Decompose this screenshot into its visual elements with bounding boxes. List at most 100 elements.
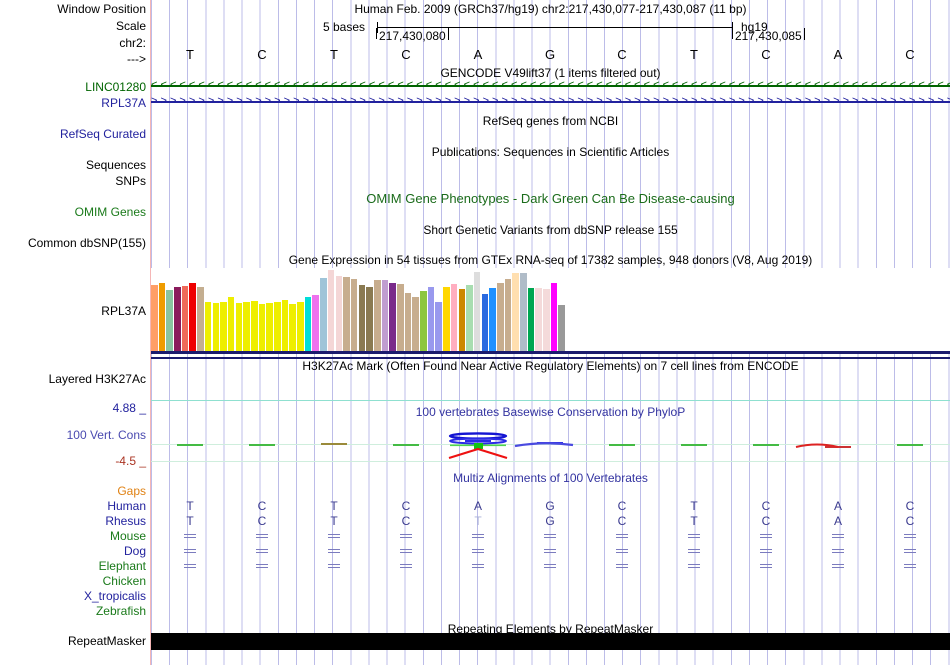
multiz-center-title: Multiz Alignments of 100 Vertebrates bbox=[453, 471, 648, 485]
gene-track-linc01280[interactable]: <<<<<<<<<<<<<<<<<<<<<<<<<<<<<<<<<<<<<<<<… bbox=[151, 80, 950, 91]
gene-label-rpl37a[interactable]: RPL37A bbox=[101, 96, 146, 110]
alignment-base: T bbox=[474, 514, 482, 528]
gtex-bar bbox=[366, 286, 373, 351]
gtex-bar bbox=[404, 292, 412, 351]
alignment-gap-dash bbox=[904, 549, 916, 553]
track-label-layered-h3k27ac[interactable]: Layered H3K27Ac bbox=[48, 372, 146, 386]
gtex-bar bbox=[504, 279, 512, 351]
gtex-bar bbox=[389, 282, 396, 351]
alignment-base: A bbox=[473, 499, 482, 513]
gtex-bar bbox=[373, 280, 381, 351]
label-data-divider bbox=[150, 0, 151, 665]
alignment-gap-dash bbox=[184, 564, 196, 568]
gene-line bbox=[151, 101, 950, 103]
data-panel[interactable]: Human Feb. 2009 (GRCh37/hg19) chr2:217,4… bbox=[151, 0, 950, 665]
gtex-bar bbox=[473, 272, 481, 351]
track-label-common-dbsnp[interactable]: Common dbSNP(155) bbox=[27, 236, 146, 250]
alignment-gap-dash bbox=[616, 549, 628, 553]
gtex-bar bbox=[266, 303, 273, 351]
track-label-repeatmasker[interactable]: RepeatMasker bbox=[67, 634, 146, 648]
scale-bar-line bbox=[377, 27, 733, 28]
species-label-x-tropicalis[interactable]: X_tropicalis bbox=[83, 589, 146, 603]
gtex-bar bbox=[174, 286, 181, 351]
species-label-chicken[interactable]: Chicken bbox=[102, 574, 146, 588]
gtex-bar bbox=[220, 302, 227, 351]
conservation-blue-glyph-icon bbox=[514, 442, 574, 448]
alignment-gap-dash bbox=[688, 564, 700, 568]
alignment-gap-dash bbox=[904, 564, 916, 568]
alignment-gap-dash bbox=[256, 549, 268, 553]
gtex-bar bbox=[435, 302, 443, 351]
gtex-bar bbox=[489, 287, 496, 351]
conservation-tick bbox=[897, 444, 923, 447]
alignment-base: C bbox=[617, 514, 627, 528]
window-position-label: Window Position bbox=[57, 2, 146, 16]
alignment-gap-dash bbox=[328, 534, 340, 538]
gtex-bar bbox=[496, 282, 504, 351]
gtex-bar bbox=[151, 284, 158, 351]
alignment-gap-dash bbox=[832, 564, 844, 568]
gtex-bar bbox=[181, 285, 189, 351]
gtex-bar bbox=[335, 276, 343, 351]
track-label-omim-genes[interactable]: OMIM Genes bbox=[74, 205, 146, 219]
gene-label-linc01280[interactable]: LINC01280 bbox=[85, 80, 146, 94]
conservation-tick bbox=[249, 444, 275, 447]
alignment-gap-dash bbox=[832, 549, 844, 553]
conservation-tick bbox=[681, 443, 707, 446]
gene-track-rpl37a[interactable]: >>>>>>>>>>>>>>>>>>>>>>>>>>>>>>>>>>>>>>>>… bbox=[151, 96, 950, 107]
gtex-bar bbox=[227, 297, 235, 351]
refseq-center-title: RefSeq genes from NCBI bbox=[482, 114, 619, 128]
repeatmasker-bar[interactable] bbox=[151, 633, 950, 650]
species-label-rhesus[interactable]: Rhesus bbox=[105, 514, 146, 528]
alignment-base: A bbox=[833, 499, 842, 513]
track-label-gtex-rpl37a[interactable]: RPL37A bbox=[101, 304, 146, 318]
track-label-snps[interactable]: SNPs bbox=[115, 174, 146, 188]
gtex-bar bbox=[512, 273, 519, 351]
strand-label: ---> bbox=[127, 52, 146, 66]
conservation-tick bbox=[321, 443, 347, 446]
gtex-bar bbox=[350, 279, 358, 351]
gene-line bbox=[151, 85, 950, 87]
gtex-bar bbox=[520, 273, 527, 351]
gtex-bar bbox=[258, 304, 266, 351]
gtex-bar bbox=[327, 270, 335, 351]
repeatmasker-center-title: Repeating Elements by RepeatMasker bbox=[447, 622, 654, 636]
gtex-bar bbox=[535, 287, 542, 351]
alignment-base: C bbox=[401, 499, 411, 513]
species-label-mouse[interactable]: Mouse bbox=[109, 529, 146, 543]
gtex-bar bbox=[558, 305, 566, 351]
alignment-base: C bbox=[761, 514, 771, 528]
gtex-bar bbox=[420, 290, 427, 351]
species-label-zebrafish[interactable]: Zebrafish bbox=[95, 604, 146, 618]
chrom-label: chr2: bbox=[119, 36, 146, 50]
alignment-gap-dash bbox=[616, 534, 628, 538]
window-position-text: Human Feb. 2009 (GRCh37/hg19) chr2:217,4… bbox=[354, 2, 747, 16]
coordinate-tick-end bbox=[804, 28, 805, 40]
alignment-base: C bbox=[905, 514, 915, 528]
alignment-gap-dash bbox=[256, 564, 268, 568]
h3k27ac-center-title: H3K27Ac Mark (Often Found Near Active Re… bbox=[302, 359, 799, 373]
track-label-gaps[interactable]: Gaps bbox=[117, 484, 146, 498]
alignment-gap-dash bbox=[760, 564, 772, 568]
scale-label: Scale bbox=[115, 19, 146, 33]
coordinate-tick bbox=[732, 28, 733, 39]
species-label-elephant[interactable]: Elephant bbox=[98, 559, 146, 573]
conservation-top-line bbox=[151, 400, 950, 401]
phylop-conservation-track[interactable] bbox=[151, 400, 950, 462]
species-label-human[interactable]: Human bbox=[107, 499, 146, 513]
coordinate-tick bbox=[376, 28, 377, 39]
track-label-100-vert-cons[interactable]: 100 Vert. Cons bbox=[66, 428, 146, 442]
track-label-sequences[interactable]: Sequences bbox=[85, 158, 146, 172]
alignment-base: T bbox=[186, 514, 194, 528]
base-letter: G bbox=[544, 47, 556, 62]
alignment-base: A bbox=[833, 514, 842, 528]
gtex-bar bbox=[281, 300, 289, 351]
base-letter: A bbox=[473, 47, 483, 62]
track-label-refseq-curated[interactable]: RefSeq Curated bbox=[59, 127, 146, 141]
gtex-bar bbox=[412, 297, 419, 351]
gtex-bar bbox=[189, 282, 197, 351]
gtex-bar bbox=[274, 302, 281, 351]
gtex-expression-barchart[interactable] bbox=[151, 268, 950, 354]
species-label-dog[interactable]: Dog bbox=[123, 544, 146, 558]
